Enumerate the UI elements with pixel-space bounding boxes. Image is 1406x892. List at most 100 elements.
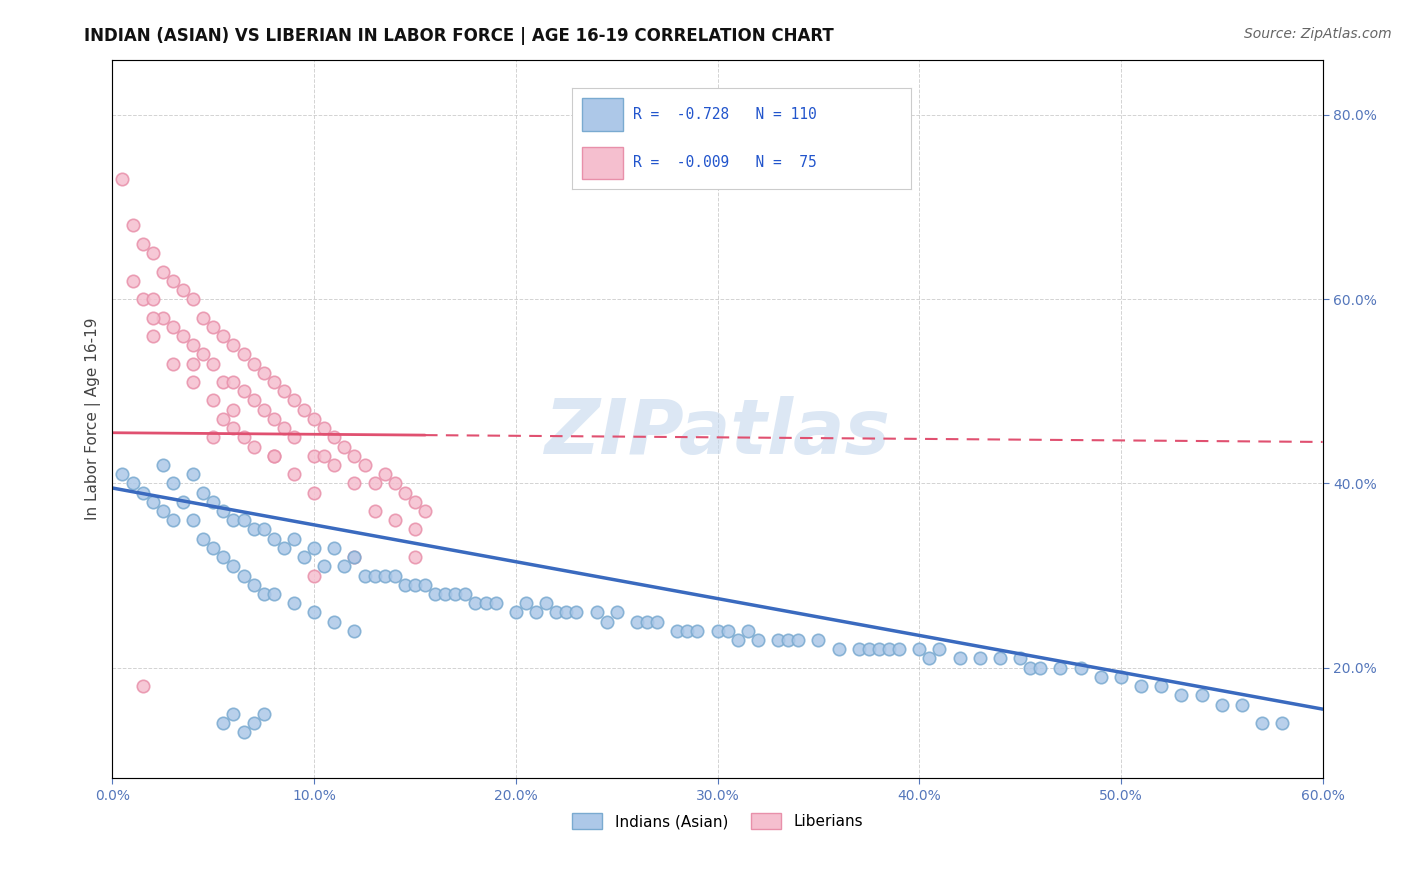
Point [283,467,305,482]
Point [515,596,537,610]
Point [152,458,174,472]
Point [142,329,165,343]
Point [283,596,305,610]
Point [1170,688,1192,702]
Point [314,449,336,463]
Point [323,458,346,472]
Point [121,219,143,233]
Point [152,310,174,325]
Point [263,449,285,463]
Text: INDIAN (ASIAN) VS LIBERIAN IN LABOR FORCE | AGE 16-19 CORRELATION CHART: INDIAN (ASIAN) VS LIBERIAN IN LABOR FORC… [84,27,834,45]
Point [485,596,508,610]
Point [434,587,457,601]
Point [292,550,315,565]
Point [908,642,931,657]
Point [193,485,215,500]
Point [778,633,800,648]
Point [283,430,305,444]
Point [595,615,617,629]
Point [534,596,557,610]
Point [222,559,245,574]
Point [242,715,264,730]
Point [848,642,870,657]
Point [253,402,276,417]
Point [384,476,406,491]
Point [193,310,215,325]
Point [273,421,295,435]
Point [263,587,285,601]
Point [1109,670,1132,684]
Point [142,310,165,325]
Point [1010,651,1032,665]
Point [242,393,264,408]
Point [142,292,165,306]
Point [988,651,1011,665]
Point [374,568,396,582]
Point [343,550,366,565]
Point [111,467,134,482]
Point [222,402,245,417]
Point [333,440,356,454]
Point [302,568,325,582]
Legend: Indians (Asian), Liberians: Indians (Asian), Liberians [565,807,869,835]
Y-axis label: In Labor Force | Age 16-19: In Labor Force | Age 16-19 [86,318,101,520]
Point [302,449,325,463]
Point [212,550,235,565]
Point [181,513,204,527]
Point [181,292,204,306]
Point [1211,698,1233,712]
Point [1130,679,1153,693]
Text: ZIPatlas: ZIPatlas [544,396,890,470]
Point [505,606,527,620]
Point [152,504,174,518]
Point [212,715,235,730]
Point [202,357,225,371]
Point [202,393,225,408]
Text: Source: ZipAtlas.com: Source: ZipAtlas.com [1244,27,1392,41]
Point [232,347,254,361]
Point [181,338,204,352]
Point [626,615,648,629]
Point [263,532,285,546]
Point [353,458,375,472]
Point [232,513,254,527]
Point [242,357,264,371]
Point [423,587,446,601]
Point [363,504,385,518]
Point [444,587,467,601]
Point [263,375,285,389]
Point [766,633,789,648]
Point [1230,698,1253,712]
Point [686,624,709,638]
Point [323,430,346,444]
Point [302,541,325,555]
Point [193,347,215,361]
Point [232,384,254,399]
Point [353,568,375,582]
Point [404,578,426,592]
Point [242,578,264,592]
Point [474,596,496,610]
Point [524,606,547,620]
Point [181,467,204,482]
Point [827,642,849,657]
Point [131,679,153,693]
Point [131,236,153,251]
Point [928,642,950,657]
Point [232,430,254,444]
Point [1271,715,1294,730]
Point [121,476,143,491]
Point [212,329,235,343]
Point [1150,679,1173,693]
Point [242,523,264,537]
Point [212,375,235,389]
Point [232,568,254,582]
Point [253,706,276,721]
Point [172,283,194,297]
Point [374,467,396,482]
Point [222,338,245,352]
Point [263,449,285,463]
Point [323,615,346,629]
Point [302,606,325,620]
Point [333,559,356,574]
